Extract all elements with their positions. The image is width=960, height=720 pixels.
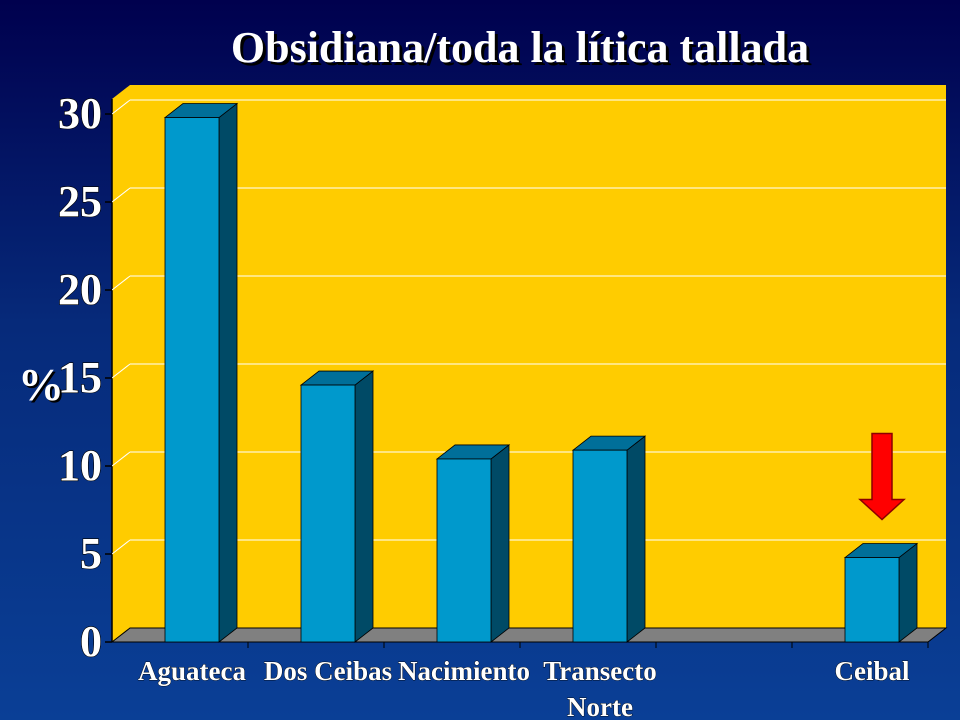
y-tick-label: 20 [58,265,102,314]
x-tick-label-line: Ceibal [834,656,910,686]
y-tick-label: 30 [58,89,102,138]
gridline-side [111,99,131,115]
bar [844,557,900,643]
y-tick-label: 25 [58,177,102,226]
bar [300,384,356,643]
bar-side [626,435,646,643]
y-axis-label: % [18,359,64,410]
x-tick-label-line: Aguateca [138,656,246,686]
y-tick-label: 15 [58,353,102,402]
x-tick-label: Dos Ceibas [264,656,392,686]
gridline-side [111,187,131,203]
x-tick-label-line: Dos Ceibas [264,656,392,686]
x-tick-label: Nacimiento [398,656,530,686]
x-tick-label: Transecto Norte [543,656,656,720]
x-tick-label: Ceibal [834,656,910,686]
bar-side [898,542,918,643]
x-tick-label-line: Transecto [543,656,656,686]
bar [572,449,628,643]
x-tick-label: Aguateca [138,656,246,686]
x-tick-label-line: Nacimiento [398,656,530,686]
x-tick-label-line: Norte [567,692,633,720]
y-tick-label: 0 [80,617,102,666]
gridline-side [111,451,131,467]
bar [436,458,492,643]
bar-side [490,444,510,643]
gridline-side [111,539,131,555]
chart-title: Obsidiana/toda la lítica tallada [230,23,810,72]
y-tick-label: 10 [58,441,102,490]
gridline-side [111,275,131,291]
gridline-side [111,363,131,379]
down-arrow-icon [858,432,906,521]
plot-back-wall [130,85,946,628]
y-tick-label: 5 [80,529,102,578]
plot-floor [110,627,948,643]
bar-side [354,370,374,643]
plot-left-wall [112,85,130,642]
bar-side [218,102,238,643]
bar [164,117,220,643]
